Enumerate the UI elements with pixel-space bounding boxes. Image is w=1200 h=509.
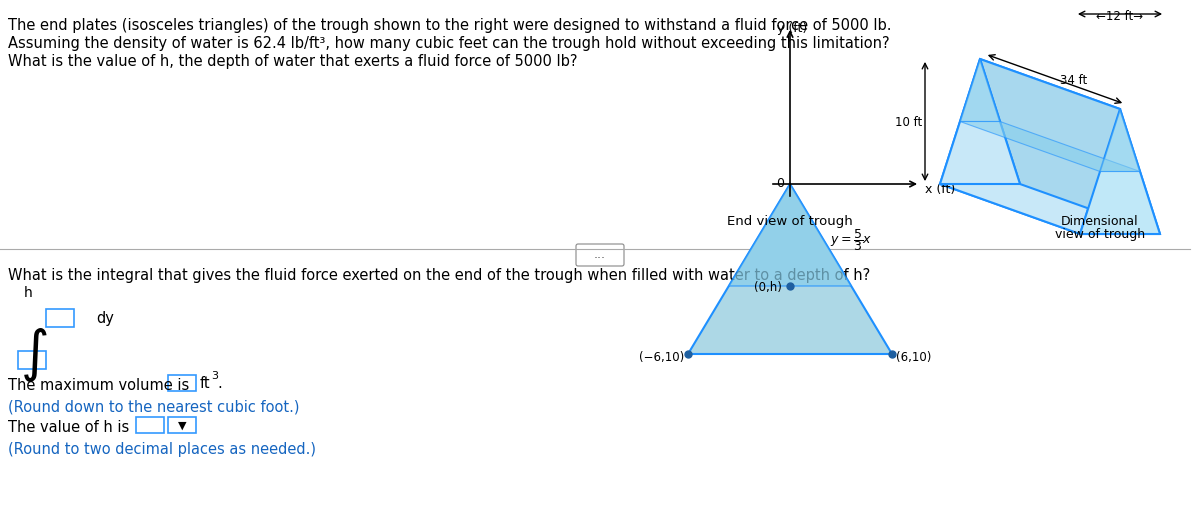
FancyBboxPatch shape	[168, 417, 196, 433]
Text: (0,h): (0,h)	[754, 280, 782, 293]
Text: 10 ft: 10 ft	[895, 116, 922, 129]
Text: The value of h is: The value of h is	[8, 419, 134, 434]
Polygon shape	[940, 60, 1020, 185]
Polygon shape	[980, 60, 1160, 235]
Text: ▼: ▼	[178, 420, 186, 430]
Polygon shape	[728, 185, 851, 287]
Text: (Round down to the nearest cubic foot.): (Round down to the nearest cubic foot.)	[8, 399, 300, 414]
Text: 0: 0	[776, 177, 784, 190]
Polygon shape	[1080, 110, 1160, 235]
Text: ...: ...	[594, 248, 606, 261]
Text: End view of trough: End view of trough	[727, 215, 853, 228]
FancyBboxPatch shape	[18, 351, 46, 369]
Polygon shape	[960, 60, 1000, 122]
FancyBboxPatch shape	[136, 417, 164, 433]
Polygon shape	[940, 60, 1120, 235]
Text: (Round to two decimal places as needed.): (Round to two decimal places as needed.)	[8, 441, 316, 456]
Text: $y=\dfrac{5}{3}x$: $y=\dfrac{5}{3}x$	[830, 227, 872, 252]
Text: $\int$: $\int$	[20, 325, 48, 383]
Text: 3: 3	[211, 370, 218, 380]
Polygon shape	[1100, 110, 1140, 172]
Text: .: .	[217, 376, 222, 391]
Polygon shape	[688, 185, 892, 354]
Text: dy: dy	[96, 311, 114, 326]
Text: (−6,10): (−6,10)	[638, 350, 684, 363]
Text: view of trough: view of trough	[1055, 228, 1145, 241]
Text: x (ft): x (ft)	[925, 182, 955, 195]
FancyBboxPatch shape	[576, 244, 624, 267]
Text: ft: ft	[200, 376, 211, 391]
Polygon shape	[940, 185, 1160, 235]
Text: y (ft): y (ft)	[776, 22, 808, 35]
Text: Assuming the density of water is 62.4 lb/ft³, how many cubic feet can the trough: Assuming the density of water is 62.4 lb…	[8, 36, 889, 51]
Text: h: h	[24, 286, 32, 299]
Text: The end plates (isosceles triangles) of the trough shown to the right were desig: The end plates (isosceles triangles) of …	[8, 18, 892, 33]
Text: Dimensional: Dimensional	[1061, 215, 1139, 228]
Text: What is the integral that gives the fluid force exerted on the end of the trough: What is the integral that gives the flui…	[8, 267, 870, 282]
FancyBboxPatch shape	[168, 375, 196, 391]
Text: (6,10): (6,10)	[896, 350, 931, 363]
Text: ←12 ft→: ←12 ft→	[1097, 10, 1144, 23]
Text: 34 ft: 34 ft	[1060, 73, 1087, 87]
Text: What is the value of h, the depth of water that exerts a fluid force of 5000 lb?: What is the value of h, the depth of wat…	[8, 54, 577, 69]
Text: The maximum volume is: The maximum volume is	[8, 377, 194, 392]
Polygon shape	[960, 122, 1140, 172]
FancyBboxPatch shape	[46, 309, 74, 327]
